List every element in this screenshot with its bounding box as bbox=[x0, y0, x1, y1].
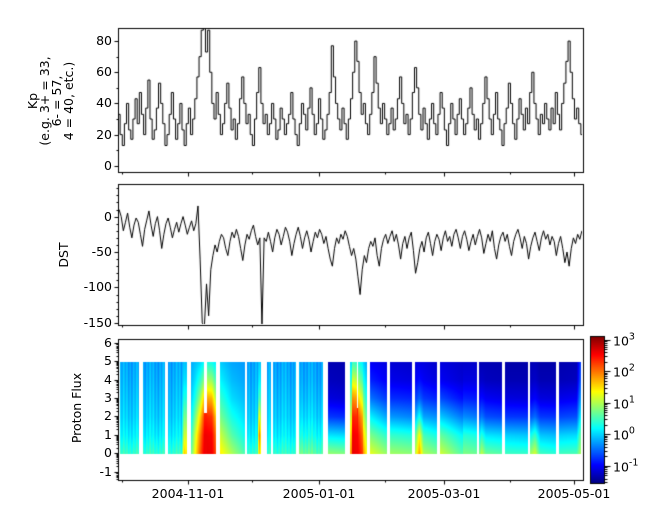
kp-axis-label: Kp (e.g. 3+ = 33, 6- = 57, 4 = 40, etc.) bbox=[25, 56, 76, 145]
dst-axis-label: DST bbox=[56, 242, 71, 268]
proton-flux-axis-label: Proton Flux bbox=[69, 372, 84, 444]
kp-axis-label-line4: 4 = 40, etc.) bbox=[61, 61, 76, 141]
